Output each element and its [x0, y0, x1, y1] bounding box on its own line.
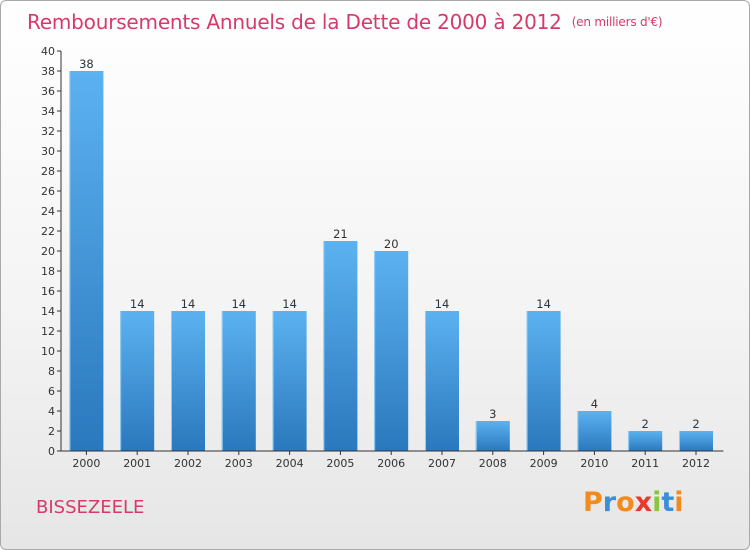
- chart-subtitle: (en milliers d'€): [571, 15, 663, 29]
- bar-value-label: 14: [536, 297, 551, 311]
- chart-title: Remboursements Annuels de la Dette de 20…: [27, 10, 663, 34]
- y-tick-label: 10: [41, 345, 55, 358]
- y-tick-label: 40: [41, 45, 55, 58]
- bar-value-label: 14: [181, 297, 196, 311]
- logo-letter: t: [661, 487, 675, 518]
- y-tick-label: 22: [41, 225, 55, 238]
- x-tick-label: 2000: [72, 457, 100, 470]
- y-tick-label: 4: [48, 405, 55, 418]
- bar-value-label: 4: [591, 397, 598, 411]
- y-tick-label: 32: [41, 125, 55, 138]
- bar-2011: [628, 431, 663, 451]
- y-tick-label: 34: [41, 105, 55, 118]
- bar-2006: [374, 251, 409, 451]
- bar-2009: [526, 311, 561, 451]
- bar-value-label: 20: [384, 237, 399, 251]
- x-tick-label: 2011: [631, 457, 659, 470]
- y-tick-label: 36: [41, 85, 55, 98]
- logo-letter: i: [652, 487, 662, 518]
- x-axis: 2000 2001 2002 2003 2004 2005 2006 2007 2008 2009…: [61, 450, 724, 470]
- logo-letter: x: [634, 487, 653, 518]
- y-tick-label: 30: [41, 145, 55, 158]
- x-tick-label: 2002: [174, 457, 202, 470]
- y-tick-label: 6: [48, 385, 55, 398]
- bar-value-label: 2: [692, 417, 699, 431]
- x-tick-label: 2012: [682, 457, 710, 470]
- logo-letter: i: [674, 487, 684, 518]
- x-tick-label: 2004: [276, 457, 304, 470]
- bars: 38 14 14 14 14 21 20 14 3 14 4 2 2: [69, 57, 713, 451]
- bar-2002: [171, 311, 205, 451]
- bar-value-label: 14: [231, 297, 246, 311]
- y-tick-label: 26: [41, 185, 55, 198]
- x-tick-label: 2005: [326, 457, 354, 470]
- city-name: BISSEZEELE: [36, 497, 145, 518]
- y-tick-label: 24: [41, 205, 55, 218]
- y-tick-label: 18: [41, 265, 55, 278]
- y-tick-label: 2: [48, 425, 55, 438]
- bar-2000: [69, 71, 104, 451]
- bar-value-label: 38: [79, 57, 94, 71]
- bar-2012: [679, 431, 713, 451]
- bar-2001: [120, 311, 155, 451]
- bar-2003: [221, 311, 256, 451]
- y-tick-label: 28: [41, 165, 55, 178]
- logo-letter: P: [583, 487, 603, 518]
- logo-letter: o: [616, 487, 635, 518]
- y-tick-label: 0: [48, 445, 55, 458]
- bar-2008: [475, 421, 510, 451]
- chart-title-text: Remboursements Annuels de la Dette de 20…: [27, 10, 562, 34]
- x-tick-label: 2003: [225, 457, 253, 470]
- y-tick-label: 16: [41, 285, 55, 298]
- x-tick-label: 2008: [479, 457, 507, 470]
- bar-value-label: 3: [489, 407, 496, 421]
- bar-2010: [577, 411, 612, 451]
- bar-value-label: 21: [333, 227, 348, 241]
- y-tick-label: 8: [48, 365, 55, 378]
- bar-value-label: 14: [435, 297, 450, 311]
- bar-2004: [272, 311, 307, 451]
- bar-value-label: 14: [130, 297, 145, 311]
- y-tick-label: 38: [41, 65, 55, 78]
- bar-value-label: 14: [282, 297, 297, 311]
- logo-letter: r: [602, 487, 617, 518]
- bar-2005: [323, 241, 358, 451]
- x-tick-label: 2009: [530, 457, 558, 470]
- proxiti-logo: Proxiti: [583, 487, 684, 518]
- x-tick-label: 2007: [428, 457, 456, 470]
- y-tick-label: 12: [41, 325, 55, 338]
- x-tick-label: 2006: [377, 457, 405, 470]
- bar-value-label: 2: [642, 417, 649, 431]
- x-tick-label: 2010: [580, 457, 608, 470]
- bar-2007: [425, 311, 459, 451]
- y-tick-label: 20: [41, 245, 55, 258]
- x-tick-label: 2001: [123, 457, 151, 470]
- y-tick-label: 14: [41, 305, 55, 318]
